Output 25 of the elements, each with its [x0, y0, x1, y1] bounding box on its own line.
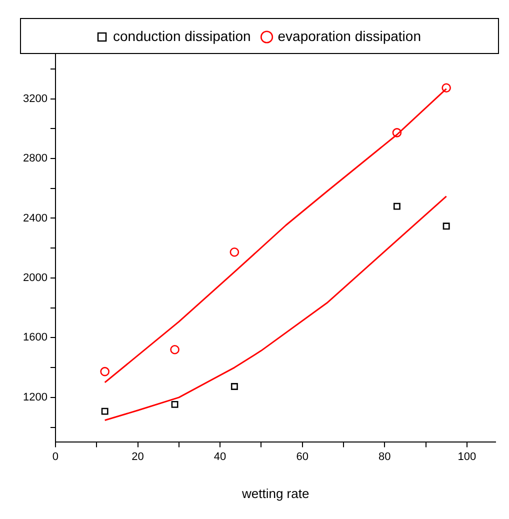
x-tick-label: 0 — [52, 450, 59, 463]
x-tick-label: 60 — [296, 450, 308, 463]
point — [393, 202, 400, 210]
legend-label: evaporation dissipation — [278, 28, 421, 44]
point — [101, 408, 108, 415]
legend-label: conduction dissipation — [113, 28, 251, 44]
x-tick-label: 40 — [214, 450, 226, 463]
y-tick-label: 3200 — [22, 92, 48, 105]
point — [100, 366, 110, 376]
point — [442, 83, 451, 93]
point — [230, 247, 240, 257]
point — [230, 383, 238, 390]
y-tick-label: 2800 — [22, 152, 48, 165]
point — [170, 344, 180, 354]
point — [171, 400, 178, 408]
y-tick-label: 1600 — [22, 332, 48, 344]
point — [392, 128, 402, 138]
y-tick-label: 2400 — [22, 212, 48, 224]
y-tick-label: 2000 — [22, 272, 48, 284]
x-axis-title: wetting rate — [240, 486, 310, 501]
x-tick-label: 80 — [378, 450, 391, 463]
x-tick-label: 100 — [458, 450, 476, 463]
point — [442, 222, 450, 230]
y-tick-label: 1200 — [22, 391, 48, 404]
x-tick-label: 20 — [132, 450, 144, 463]
